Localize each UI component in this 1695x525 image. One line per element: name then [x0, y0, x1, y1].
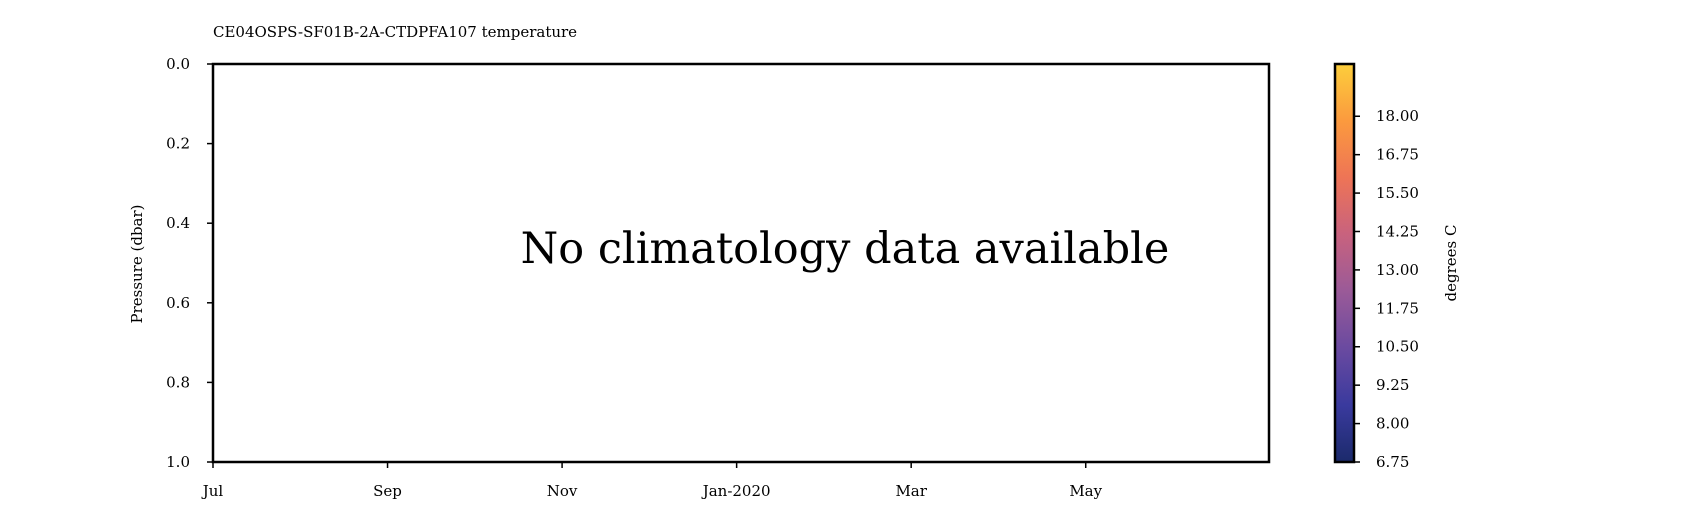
chart-title: CE04OSPS-SF01B-2A-CTDPFA107 temperature: [213, 23, 577, 41]
plot-area: [211, 62, 1271, 464]
colorbar: [1333, 62, 1356, 464]
colorbar-tick-label: 11.75: [1376, 299, 1419, 317]
y-tick-label: 0.6: [166, 294, 190, 312]
colorbar-tick-label: 10.50: [1376, 338, 1419, 356]
y-axis-label: Pressure (dbar): [128, 204, 146, 323]
y-axis-ticks: 0.0 0.2 0.4 0.6 0.8 1.0: [166, 55, 213, 471]
x-tick-label: May: [1069, 482, 1102, 500]
y-tick-label: 0.2: [166, 135, 190, 153]
y-tick-label: 0.0: [166, 55, 190, 73]
colorbar-tick-label: 15.50: [1376, 184, 1419, 202]
colorbar-tick-label: 9.25: [1376, 376, 1409, 394]
colorbar-tick-label: 14.25: [1376, 222, 1419, 240]
colorbar-tick-label: 16.75: [1376, 146, 1419, 164]
x-tick-label: Sep: [373, 482, 402, 500]
y-tick-label: 0.8: [166, 373, 190, 391]
colorbar-ticks: 6.75 8.00 9.25 10.50 11.75 13.00 14.25 15.50 16.…: [1354, 107, 1419, 471]
x-axis-ticks: Jul Sep Nov Jan-2020 Mar May: [201, 462, 1103, 500]
colorbar-tick-label: 18.00: [1376, 107, 1419, 125]
colorbar-label: degrees C: [1442, 225, 1460, 302]
x-tick-label: Jul: [201, 482, 224, 500]
colorbar-tick-label: 6.75: [1376, 453, 1409, 471]
no-data-message: No climatology data available: [521, 224, 1170, 274]
colorbar-tick-label: 8.00: [1376, 415, 1409, 433]
colorbar-tick-label: 13.00: [1376, 261, 1419, 279]
y-tick-label: 1.0: [166, 453, 190, 471]
x-tick-label: Nov: [547, 482, 578, 500]
x-tick-label: Jan-2020: [701, 482, 771, 500]
x-tick-label: Mar: [895, 482, 927, 500]
y-tick-label: 0.4: [166, 214, 190, 232]
